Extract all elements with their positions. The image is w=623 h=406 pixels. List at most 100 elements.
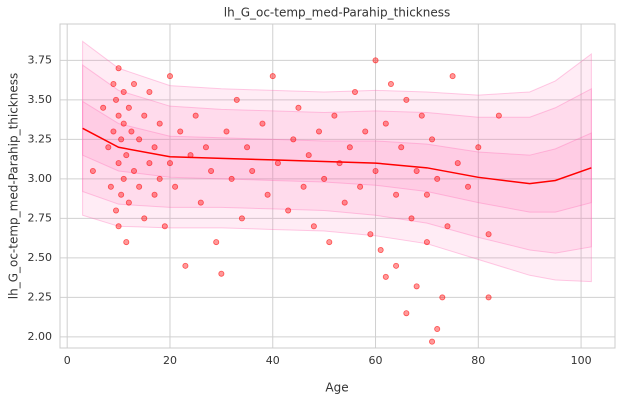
data-point — [238, 215, 245, 222]
data-point — [372, 167, 379, 174]
data-point — [115, 160, 122, 167]
data-point — [269, 73, 276, 80]
data-point — [393, 262, 400, 269]
data-point — [105, 144, 112, 151]
data-point — [341, 199, 348, 206]
data-point — [372, 57, 379, 64]
data-point — [197, 199, 204, 206]
y-tick-label: 2.75 — [28, 211, 53, 224]
data-point — [444, 223, 451, 230]
data-point — [454, 160, 461, 167]
data-point — [393, 191, 400, 198]
y-axis-label: lh_G_oc-temp_med-Parahip_thickness — [7, 73, 21, 300]
centile-band — [82, 100, 592, 213]
y-tick-label: 2.25 — [28, 290, 53, 303]
data-point — [208, 167, 215, 174]
data-point — [177, 128, 184, 135]
data-point — [113, 96, 120, 103]
data-point — [305, 152, 312, 159]
data-point — [113, 207, 120, 214]
data-point — [485, 231, 492, 238]
data-point — [128, 128, 135, 135]
data-point — [418, 112, 425, 119]
data-point — [362, 128, 369, 135]
data-point — [166, 160, 173, 167]
data-point — [125, 104, 132, 111]
y-tick-label: 3.00 — [28, 172, 53, 185]
data-point — [192, 112, 199, 119]
data-point — [429, 338, 436, 345]
data-point — [423, 239, 430, 246]
data-point — [403, 310, 410, 317]
data-point — [331, 112, 338, 119]
data-point — [413, 283, 420, 290]
chart-title: lh_G_oc-temp_med-Parahip_thickness — [224, 6, 451, 20]
data-point — [290, 136, 297, 143]
data-point — [213, 239, 220, 246]
data-point — [151, 191, 158, 198]
x-axis-label: Age — [325, 381, 348, 395]
data-point — [382, 273, 389, 280]
data-point — [264, 191, 271, 198]
data-point — [351, 88, 358, 95]
data-point — [228, 175, 235, 182]
data-point — [161, 223, 168, 230]
data-point — [321, 175, 328, 182]
data-point — [387, 81, 394, 88]
data-point — [123, 239, 130, 246]
data-point — [244, 144, 251, 151]
data-point — [136, 136, 143, 143]
data-point — [130, 81, 137, 88]
data-point — [172, 183, 179, 190]
data-point — [218, 270, 225, 277]
data-point — [120, 120, 127, 127]
data-point — [125, 199, 132, 206]
data-point — [156, 175, 163, 182]
data-point — [120, 175, 127, 182]
data-point — [465, 183, 472, 190]
x-tick-label: 0 — [64, 354, 71, 367]
data-point — [146, 88, 153, 95]
data-point — [120, 88, 127, 95]
data-point — [434, 175, 441, 182]
data-point — [130, 167, 137, 174]
data-point — [202, 144, 209, 151]
data-point — [118, 191, 125, 198]
median-line — [82, 127, 592, 185]
data-point — [141, 112, 148, 119]
data-point — [89, 167, 96, 174]
data-point — [156, 120, 163, 127]
y-tick-label: 3.50 — [28, 93, 53, 106]
x-tick-label: 80 — [471, 354, 485, 367]
data-point — [495, 112, 502, 119]
data-point — [346, 144, 353, 151]
data-point — [295, 104, 302, 111]
data-point — [136, 183, 143, 190]
data-point — [377, 247, 384, 254]
y-tick-label: 3.75 — [28, 53, 53, 66]
data-point — [233, 96, 240, 103]
data-point — [326, 239, 333, 246]
data-point — [115, 65, 122, 72]
data-point — [151, 144, 158, 151]
data-point — [166, 73, 173, 80]
centile-band — [82, 64, 592, 254]
data-point — [100, 104, 107, 111]
data-point — [429, 136, 436, 143]
data-point — [107, 183, 114, 190]
data-point — [274, 160, 281, 167]
data-point — [223, 128, 230, 135]
data-point — [249, 167, 256, 174]
data-point — [310, 223, 317, 230]
data-point — [300, 183, 307, 190]
data-point — [475, 144, 482, 151]
y-tick-label: 3.25 — [28, 132, 53, 145]
data-point — [398, 144, 405, 151]
data-point — [259, 120, 266, 127]
data-point — [434, 326, 441, 333]
data-point — [146, 160, 153, 167]
data-point — [110, 81, 117, 88]
data-point — [439, 294, 446, 301]
data-point — [485, 294, 492, 301]
data-point — [182, 262, 189, 269]
